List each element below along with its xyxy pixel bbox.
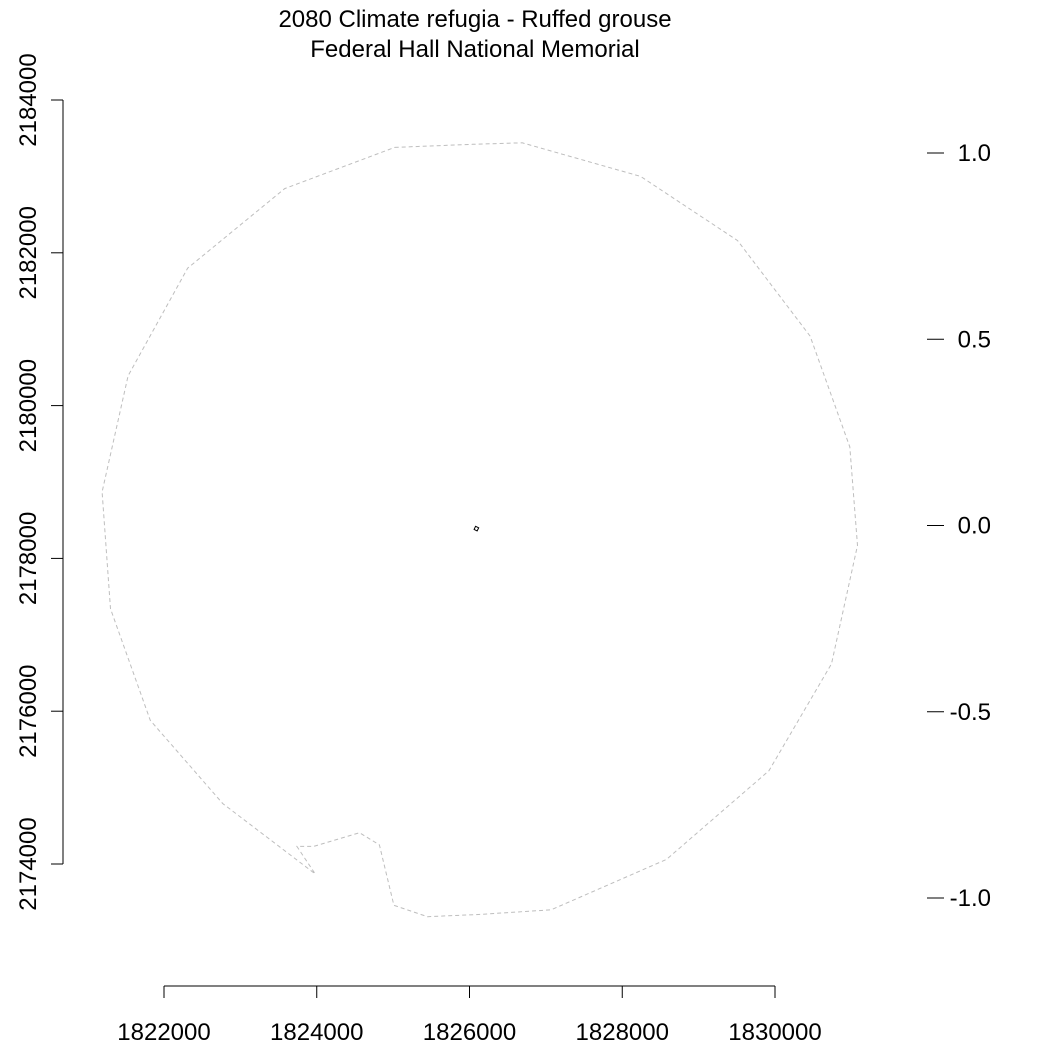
x-axis: 1822000 1824000 1826000 1828000 1830000	[117, 985, 822, 1046]
chart-subtitle: Federal Hall National Memorial	[310, 36, 639, 63]
right-tick-label: -1.0	[950, 885, 991, 912]
right-tick-label: 0.5	[958, 326, 991, 353]
x-tick-label: 1828000	[576, 1019, 669, 1046]
y-tick-label: 2184000	[15, 53, 42, 146]
park-polygon	[473, 525, 480, 532]
y-tick-label: 2176000	[15, 664, 42, 757]
y-tick-label: 2180000	[15, 359, 42, 452]
x-tick-label: 1822000	[117, 1019, 210, 1046]
y-tick-label: 2174000	[15, 817, 42, 910]
buffer-boundary	[101, 142, 859, 918]
y-axis-right: -1.0 -0.5 0.0 0.5 1.0	[927, 140, 991, 912]
x-tick-label: 1830000	[728, 1019, 821, 1046]
x-tick-label: 1826000	[423, 1019, 516, 1046]
chart-title: 2080 Climate refugia - Ruffed grouse	[278, 6, 671, 33]
x-tick-label: 1824000	[270, 1019, 363, 1046]
right-tick-label: 1.0	[958, 140, 991, 167]
right-tick-label: 0.0	[958, 513, 991, 540]
right-tick-label: -0.5	[950, 699, 991, 726]
map-layer	[101, 142, 859, 918]
y-axis-left: 2174000 2176000 2178000 2180000 2182000 21840…	[15, 53, 64, 911]
y-tick-label: 2178000	[15, 512, 42, 605]
y-tick-label: 2182000	[15, 206, 42, 299]
